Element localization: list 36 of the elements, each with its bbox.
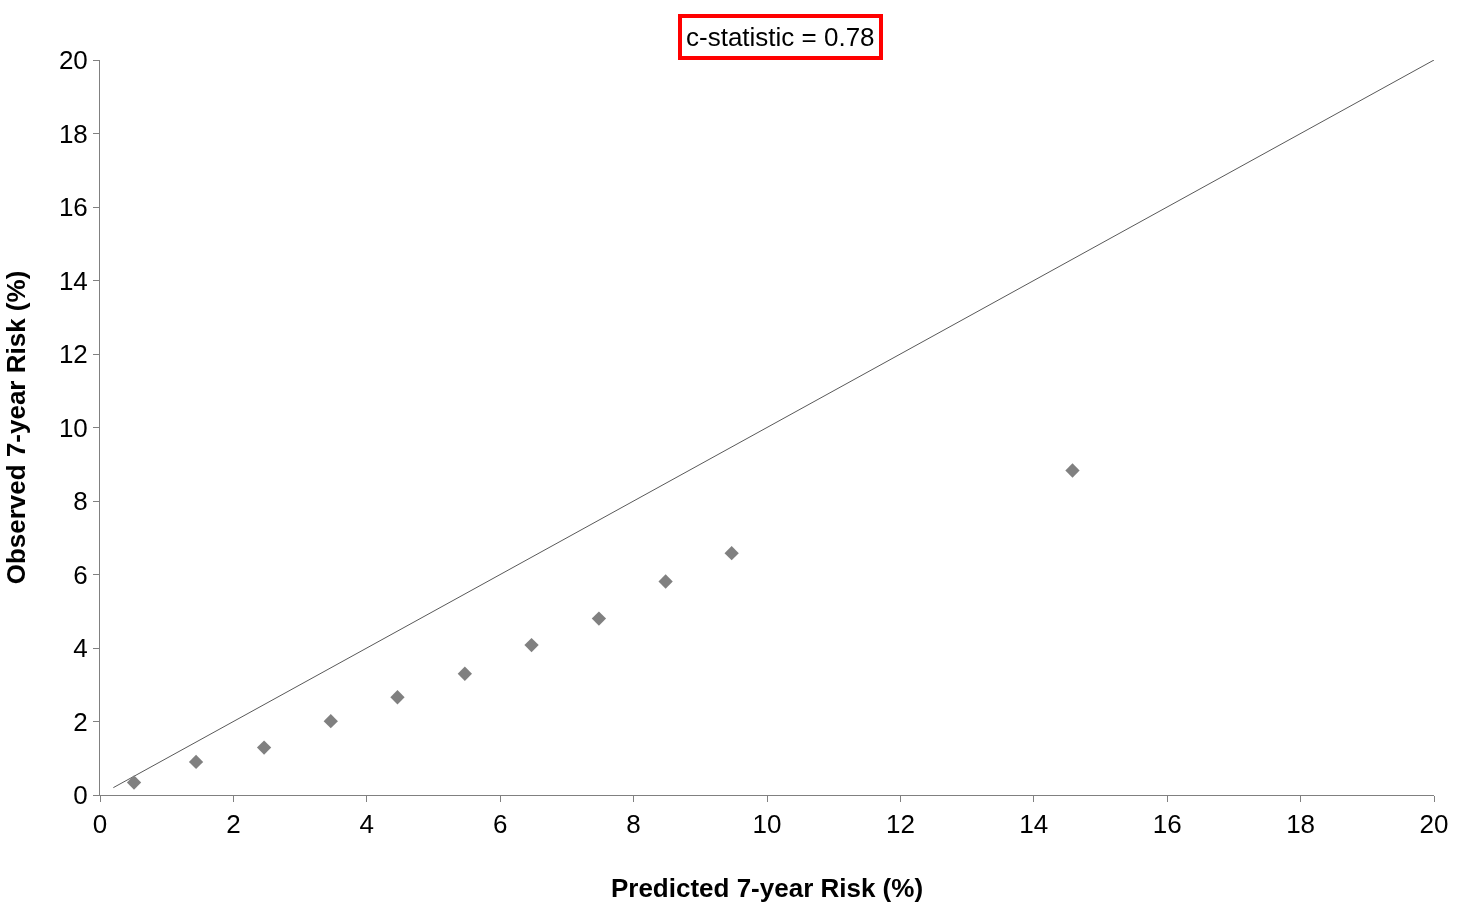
x-tick-label: 10 bbox=[752, 809, 782, 840]
y-tick-label: 20 bbox=[58, 45, 88, 76]
y-tick-label: 8 bbox=[73, 486, 88, 517]
point bbox=[126, 775, 142, 790]
x-tick-label: 8 bbox=[626, 809, 641, 840]
x-tick-label: 0 bbox=[92, 809, 108, 840]
y-tick-label: 2 bbox=[73, 706, 88, 737]
point bbox=[658, 574, 673, 589]
point bbox=[390, 690, 405, 705]
x-tick-label: 20 bbox=[1419, 809, 1449, 840]
point bbox=[323, 713, 338, 729]
point bbox=[256, 740, 272, 755]
y-tick-label: 14 bbox=[58, 265, 88, 296]
point bbox=[1065, 463, 1080, 478]
point bbox=[457, 666, 472, 681]
point bbox=[524, 637, 539, 653]
point bbox=[591, 611, 607, 626]
x-tick-label: 16 bbox=[1152, 809, 1182, 840]
y-tick-label: 4 bbox=[73, 633, 88, 664]
x-tick-label: 12 bbox=[885, 809, 915, 840]
point bbox=[724, 546, 739, 561]
x-axis-title: Predicted 7-year Risk (%) bbox=[610, 872, 924, 903]
point bbox=[188, 754, 204, 770]
x-tick-label: 18 bbox=[1286, 809, 1316, 840]
y-tick-label: 18 bbox=[58, 118, 88, 149]
y-tick-label: 12 bbox=[58, 339, 88, 370]
x-tick-label: 6 bbox=[492, 809, 508, 840]
y-tick-label: 0 bbox=[73, 780, 88, 811]
x-tick-label: 4 bbox=[359, 809, 375, 840]
y-axis-title: Observed 7-year Risk (%) bbox=[1, 270, 32, 585]
y-tick-label: 6 bbox=[73, 559, 88, 590]
x-tick-label: 2 bbox=[226, 809, 241, 840]
text: c-statistic = 0.78 bbox=[686, 22, 875, 52]
y-tick-label: 16 bbox=[58, 192, 88, 223]
x-tick-label: 14 bbox=[1019, 809, 1049, 840]
y-tick-label: 10 bbox=[58, 412, 88, 443]
